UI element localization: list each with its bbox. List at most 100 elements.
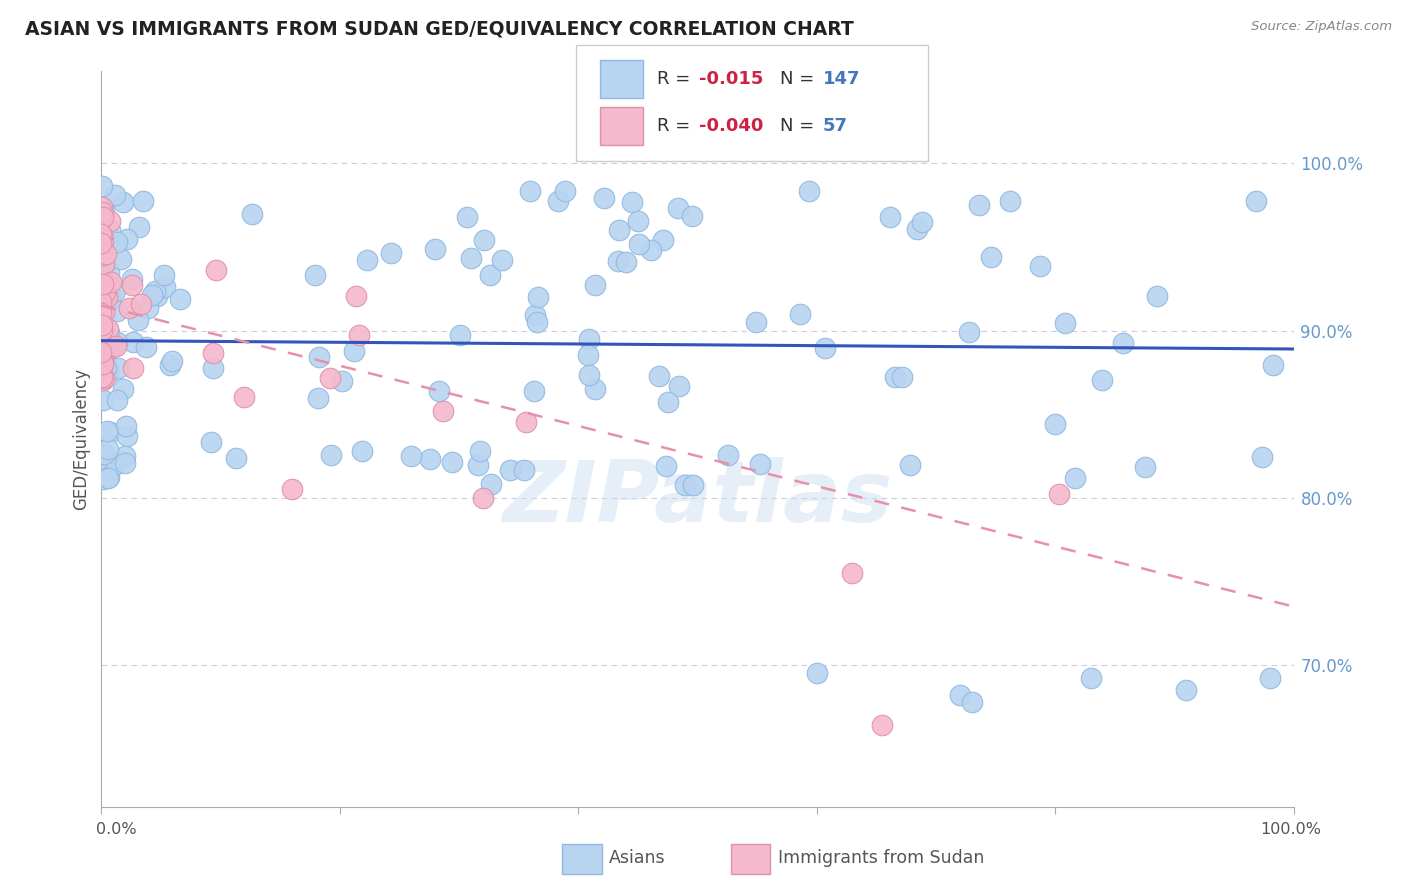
Point <box>479 268 502 282</box>
Point <box>240 207 263 221</box>
Point <box>491 253 513 268</box>
Point <box>160 353 183 368</box>
Point <box>225 450 247 465</box>
Point <box>513 463 536 477</box>
Point <box>104 457 127 471</box>
Point <box>474 233 496 247</box>
Point <box>606 254 628 268</box>
Point <box>456 211 478 225</box>
Point <box>90 229 112 244</box>
Point <box>132 194 155 209</box>
Point <box>93 304 115 318</box>
Point <box>304 268 326 282</box>
Text: -0.040: -0.040 <box>699 117 763 135</box>
Point <box>657 395 679 409</box>
Point <box>576 348 599 362</box>
Point <box>93 248 115 262</box>
Point <box>471 491 494 505</box>
Point <box>666 202 689 216</box>
Point <box>432 404 454 418</box>
Point <box>682 478 704 492</box>
Point <box>1135 460 1157 475</box>
Point <box>1258 672 1281 686</box>
Point <box>97 470 120 484</box>
Point <box>319 448 342 462</box>
Point <box>90 306 112 320</box>
Point <box>91 373 114 387</box>
Point <box>155 279 177 293</box>
Point <box>105 339 128 353</box>
Point <box>91 318 114 333</box>
Point <box>110 252 132 266</box>
Text: -0.015: -0.015 <box>699 70 763 88</box>
Point <box>90 200 112 214</box>
Point <box>806 666 828 681</box>
Point <box>101 340 124 354</box>
Point <box>93 257 115 271</box>
Point <box>90 295 112 310</box>
Text: N =: N = <box>780 117 820 135</box>
Point <box>91 277 114 291</box>
Point <box>105 304 128 318</box>
Point <box>620 195 643 210</box>
Point <box>748 457 770 471</box>
Point <box>98 469 121 483</box>
Point <box>98 425 121 440</box>
Point <box>90 235 112 250</box>
Point <box>93 205 115 219</box>
Point <box>100 213 122 227</box>
Point <box>648 369 671 384</box>
Point <box>121 277 143 292</box>
Point <box>905 221 928 235</box>
Point <box>440 454 463 468</box>
Point <box>330 374 353 388</box>
Point <box>90 179 112 194</box>
Point <box>281 483 304 497</box>
Point <box>91 210 114 224</box>
Point <box>319 371 342 385</box>
Point <box>585 278 607 293</box>
Point <box>1146 289 1168 303</box>
Point <box>98 266 121 280</box>
Point <box>121 272 143 286</box>
Point <box>607 222 630 236</box>
Point <box>135 340 157 354</box>
Point <box>90 227 112 242</box>
Point <box>614 254 637 268</box>
Point <box>94 347 117 361</box>
Point <box>883 370 905 384</box>
Point <box>104 284 127 298</box>
Text: Asians: Asians <box>609 849 665 867</box>
Point <box>233 390 256 404</box>
Point <box>1263 358 1285 372</box>
Point <box>93 371 115 385</box>
Point <box>91 323 114 337</box>
Point <box>93 354 115 368</box>
Point <box>115 428 138 442</box>
Point <box>578 332 600 346</box>
Point <box>519 184 541 198</box>
Point <box>1175 683 1198 698</box>
Text: 0.0%: 0.0% <box>96 822 136 837</box>
Point <box>554 184 576 198</box>
Point <box>356 253 378 268</box>
Point <box>141 288 163 302</box>
Point <box>96 235 118 250</box>
Point <box>138 301 160 316</box>
Text: Source: ZipAtlas.com: Source: ZipAtlas.com <box>1251 20 1392 33</box>
Point <box>91 329 114 343</box>
Point <box>523 308 546 322</box>
Point <box>460 251 482 265</box>
Point <box>910 215 932 229</box>
Text: 147: 147 <box>823 70 860 88</box>
Point <box>98 223 121 237</box>
Point <box>640 243 662 257</box>
Point <box>169 292 191 306</box>
Point <box>479 477 502 491</box>
Point <box>1080 672 1102 686</box>
Point <box>1090 373 1112 387</box>
Point <box>97 277 120 291</box>
Point <box>870 718 893 732</box>
Point <box>652 233 675 247</box>
Point <box>91 357 114 371</box>
